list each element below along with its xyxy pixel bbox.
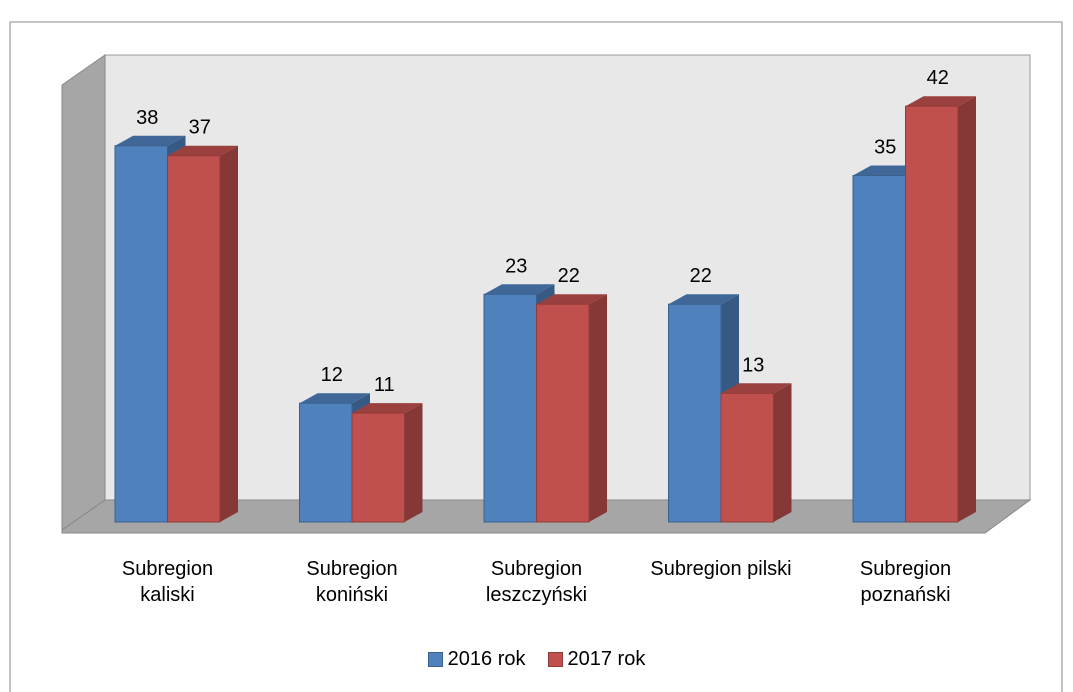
bar-top <box>536 294 607 305</box>
bar <box>167 155 221 523</box>
bar-top <box>721 383 792 394</box>
bar-top <box>484 284 555 295</box>
value-label: 22 <box>558 265 580 287</box>
bar <box>720 392 774 523</box>
bar <box>852 175 906 523</box>
bar-top <box>115 135 186 146</box>
legend: 2016 rok 2017 rok <box>0 648 1073 671</box>
x-tick-label: Subregion poznański <box>859 558 952 606</box>
bar-side <box>773 383 792 522</box>
legend-swatch <box>427 652 443 667</box>
legend-label: 2017 rok <box>567 648 646 670</box>
value-label: 38 <box>136 107 158 129</box>
bar-side <box>404 403 423 522</box>
bar-top <box>905 96 976 107</box>
x-tick-label: Subregion koniński <box>306 558 398 606</box>
value-label: 12 <box>321 364 343 386</box>
side-wall <box>61 54 106 531</box>
bar <box>351 412 405 523</box>
bar <box>905 105 959 523</box>
value-label: 22 <box>690 265 712 287</box>
bar-side <box>589 294 607 522</box>
legend-swatch <box>547 652 563 667</box>
bar <box>483 293 537 523</box>
value-label: 23 <box>505 255 527 277</box>
bar-top <box>167 145 238 156</box>
value-label: 42 <box>927 67 949 89</box>
legend-item: 2016 rok <box>427 648 526 671</box>
legend-item: 2017 rok <box>547 648 646 671</box>
bar-top <box>668 294 739 305</box>
bar-side <box>220 145 238 522</box>
bar <box>536 303 590 523</box>
x-tick-label: Subregion kaliski <box>121 558 214 606</box>
bar <box>114 145 168 523</box>
value-label: 35 <box>874 137 896 159</box>
bar-top <box>352 403 423 414</box>
bar-side <box>958 96 976 522</box>
x-tick-label: Subregion leszczyński <box>485 558 588 606</box>
bar <box>668 303 722 523</box>
value-label: 37 <box>189 117 211 139</box>
x-tick-label: Subregion pilski <box>650 558 792 580</box>
value-label: 13 <box>742 354 764 376</box>
bar <box>299 402 353 523</box>
legend-label: 2016 rok <box>447 648 526 670</box>
bar-top <box>299 393 370 404</box>
value-label: 11 <box>374 374 395 396</box>
